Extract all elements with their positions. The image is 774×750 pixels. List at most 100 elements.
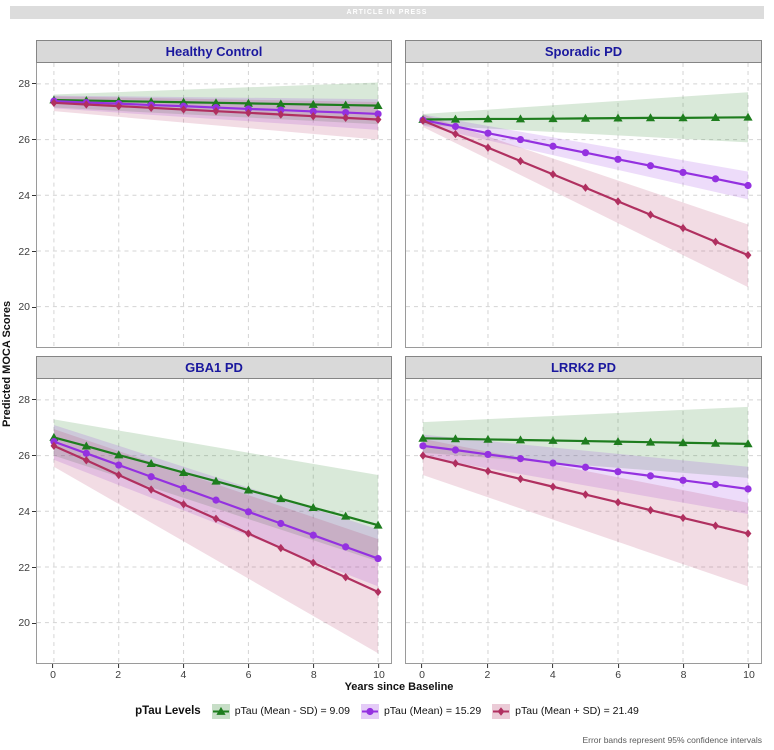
triangle-marker (515, 114, 526, 123)
legend: pTau Levels pTau (Mean - SD) = 9.09 pTau… (0, 701, 774, 721)
circle-marker (82, 449, 90, 457)
circle-marker (484, 450, 492, 459)
diamond-marker (452, 129, 459, 139)
triangle-marker (276, 99, 286, 108)
triangle-marker (81, 441, 91, 450)
legend-title: pTau Levels (135, 705, 201, 717)
x-tick-label: 0 (50, 664, 56, 681)
circle-marker (711, 480, 720, 489)
confidence-band (53, 424, 379, 587)
triangle-marker (483, 114, 493, 123)
circle-marker (549, 142, 557, 150)
circle-marker (679, 168, 687, 177)
ci-footnote: Error bands represent 95% confidence int… (582, 735, 762, 745)
triangle-marker (49, 432, 59, 441)
circle-marker (309, 531, 317, 539)
triangle-marker (613, 437, 623, 446)
x-tick-label: 4 (550, 664, 556, 681)
diamond-marker (277, 110, 285, 119)
y-tick-label: 24 (18, 190, 36, 202)
triangle-marker (341, 511, 351, 520)
diamond-marker (517, 474, 524, 484)
legend-item-mean-plus-sd: pTau (Mean + SD) = 21.49 (492, 703, 639, 719)
trend-line-series (418, 112, 753, 123)
y-tick-label: 20 (18, 617, 36, 629)
diamond-marker (245, 529, 252, 538)
diamond-marker (50, 98, 58, 108)
x-tick-label: 4 (180, 664, 186, 681)
circle-marker (147, 473, 155, 481)
diamond-marker (712, 521, 719, 530)
diamond-marker (647, 210, 654, 219)
plot-healthy-control (36, 63, 392, 348)
x-tick-label: 8 (681, 664, 687, 681)
circle-marker (374, 555, 382, 563)
trend-line-series (419, 442, 752, 493)
circle-marker (516, 135, 525, 144)
triangle-marker (645, 113, 656, 122)
triangle-marker (211, 98, 221, 107)
y-tick-label: 28 (18, 394, 36, 406)
diamond-marker-icon (492, 703, 511, 719)
triangle-marker (743, 112, 753, 121)
triangle-marker (548, 114, 558, 123)
confidence-band (53, 419, 379, 562)
panel-gba1-pd: GBA1 PD (36, 356, 392, 664)
circle-marker (549, 459, 557, 467)
diamond-marker (614, 498, 622, 507)
x-tick-label: 8 (311, 664, 317, 681)
panel-sporadic-pd: Sporadic PD (405, 40, 762, 348)
panel-title-healthy-control: Healthy Control (36, 40, 392, 63)
triangle-marker (216, 706, 226, 715)
triangle-marker (146, 459, 156, 468)
x-tick-label: 2 (115, 664, 121, 681)
y-tick-label: 22 (18, 562, 36, 574)
circle-marker (179, 484, 188, 493)
diamond-marker (277, 543, 285, 553)
circle-marker (744, 485, 752, 493)
trend-line-series (50, 441, 382, 597)
circle-marker (115, 461, 123, 469)
diamond-marker (517, 156, 524, 166)
diamond-marker (309, 111, 317, 121)
diamond-marker (309, 558, 317, 567)
plot-gba1-pd (36, 379, 392, 664)
circle-marker (374, 110, 382, 118)
triangle-marker (373, 101, 383, 109)
circle-marker (342, 543, 350, 551)
gridlines (406, 379, 761, 663)
y-axis-top-row: 20 22 24 26 28 (7, 63, 36, 348)
diamond-marker (647, 505, 654, 515)
circle-marker (277, 519, 285, 528)
circle-marker (711, 175, 720, 183)
trend-line-series (50, 438, 382, 563)
circle-marker (451, 122, 460, 131)
diamond-marker (147, 485, 155, 494)
article-in-press-banner: ARTICLE IN PRESS (10, 6, 764, 19)
circle-marker (614, 155, 622, 163)
circle-marker (581, 149, 590, 157)
circle-marker (342, 108, 350, 117)
y-axis-bottom-row: 20 22 24 26 28 (7, 379, 36, 664)
circle-marker (277, 106, 285, 114)
x-tick-label: 6 (246, 664, 252, 681)
x-tick-label: 6 (615, 664, 621, 681)
legend-label: pTau (Mean + SD) = 21.49 (515, 705, 639, 717)
y-tick-label: 22 (18, 246, 36, 258)
circle-marker (744, 181, 752, 190)
panel-lrrk2-pd: LRRK2 PD (405, 356, 762, 664)
banner-text: ARTICLE IN PRESS (346, 9, 428, 16)
triangle-marker (613, 113, 623, 122)
circle-marker (516, 455, 525, 463)
circle-marker (614, 468, 622, 476)
legend-item-mean-minus-sd: pTau (Mean - SD) = 9.09 (211, 703, 350, 719)
circle-marker (679, 476, 687, 484)
diamond-marker (582, 183, 589, 192)
triangle-marker (743, 439, 753, 448)
panel-title-sporadic-pd: Sporadic PD (405, 40, 762, 63)
circle-marker (244, 508, 252, 516)
y-tick-label: 26 (18, 134, 36, 146)
circle-marker (646, 472, 655, 480)
confidence-band (53, 429, 379, 654)
diamond-marker (342, 113, 350, 123)
